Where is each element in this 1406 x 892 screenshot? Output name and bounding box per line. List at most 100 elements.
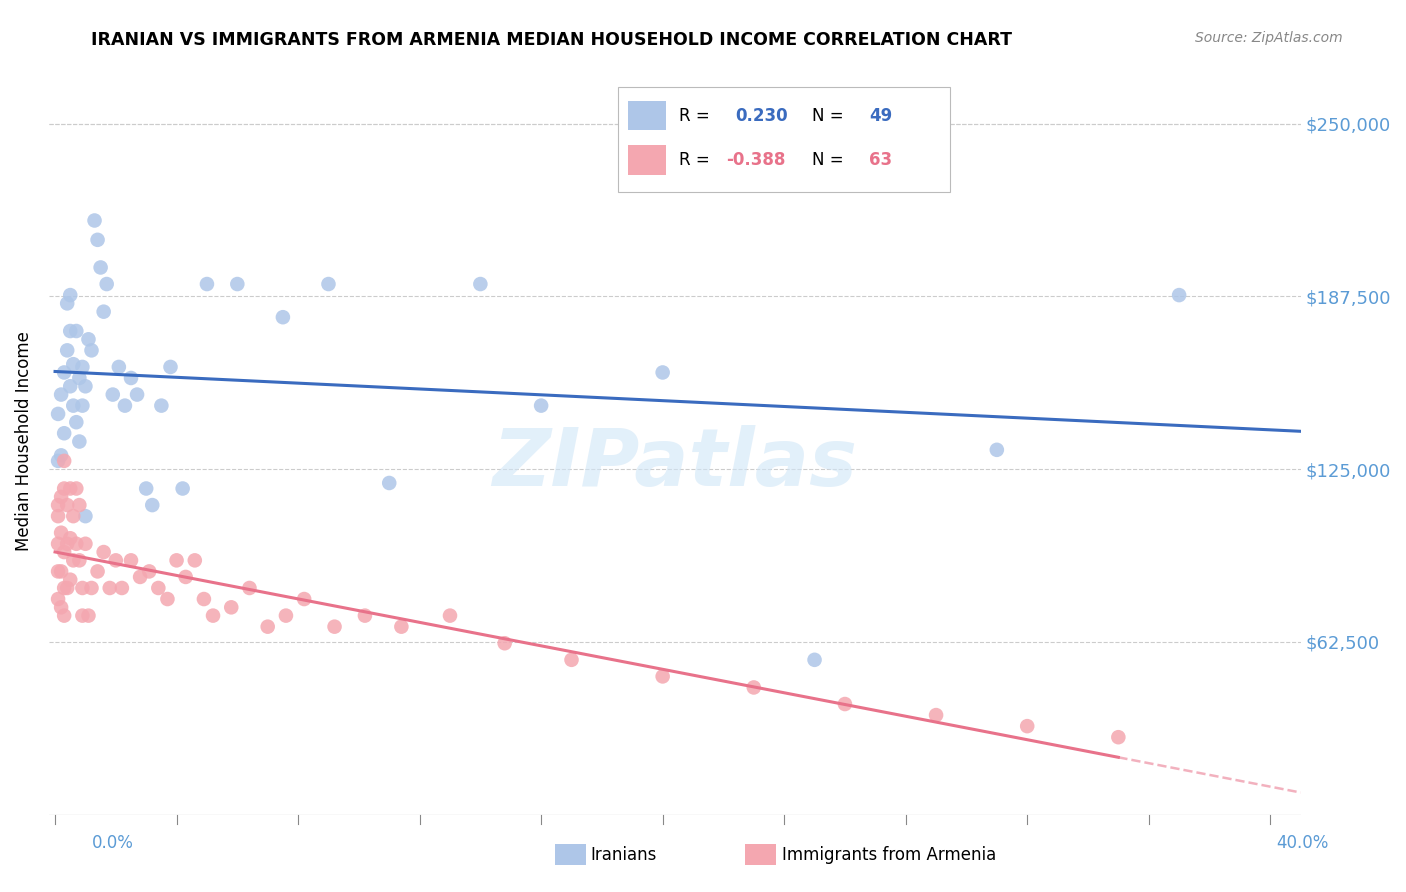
Bar [628, 101, 666, 130]
Point [75, 537, 97, 551]
Point [1168, 288, 1191, 302]
Point [72, 359, 94, 374]
Point [129, 570, 152, 584]
Point [1017, 719, 1039, 733]
Text: -0.388: -0.388 [725, 152, 786, 169]
Point [184, 553, 207, 567]
Point [56, 581, 79, 595]
Text: 63: 63 [869, 152, 891, 169]
Point [59, 482, 82, 496]
Point [62, 553, 84, 567]
Point [62, 509, 84, 524]
Point [53, 608, 76, 623]
Text: IRANIAN VS IMMIGRANTS FROM ARMENIA MEDIAN HOUSEHOLD INCOME CORRELATION CHART: IRANIAN VS IMMIGRANTS FROM ARMENIA MEDIA… [91, 31, 1012, 49]
Point [56, 498, 79, 512]
Point [59, 573, 82, 587]
Point [156, 592, 179, 607]
Text: Iranians: Iranians [591, 846, 657, 863]
Text: Source: ZipAtlas.com: Source: ZipAtlas.com [1195, 31, 1343, 45]
Point [96, 277, 118, 291]
Point [83, 213, 105, 227]
Point [274, 608, 297, 623]
Point [56, 537, 79, 551]
Point [53, 366, 76, 380]
Point [120, 553, 142, 567]
FancyBboxPatch shape [619, 87, 950, 192]
Point [86, 565, 108, 579]
Point [59, 324, 82, 338]
Point [46, 454, 69, 468]
Text: R =: R = [679, 152, 714, 169]
Point [75, 509, 97, 524]
Point [62, 357, 84, 371]
Point [53, 545, 76, 559]
Point [49, 448, 72, 462]
Point [65, 324, 87, 338]
Text: 40.0%: 40.0% [1277, 834, 1329, 852]
Point [141, 498, 163, 512]
Point [651, 366, 673, 380]
Point [226, 277, 249, 291]
Point [65, 415, 87, 429]
Point [111, 581, 134, 595]
Point [125, 387, 148, 401]
Point [354, 608, 377, 623]
Point [439, 608, 461, 623]
Point [389, 620, 412, 634]
Text: 0.0%: 0.0% [91, 834, 134, 852]
Point [46, 565, 69, 579]
Point [174, 570, 197, 584]
Point [46, 537, 69, 551]
Text: R =: R = [679, 106, 714, 125]
Point [98, 581, 121, 595]
Point [59, 288, 82, 302]
Point [75, 379, 97, 393]
Point [46, 498, 69, 512]
Point [93, 545, 115, 559]
Point [120, 371, 142, 385]
Point [77, 608, 100, 623]
Point [46, 509, 69, 524]
Text: ZIPatlas: ZIPatlas [492, 425, 858, 503]
Point [651, 669, 673, 683]
Point [65, 482, 87, 496]
Point [46, 407, 69, 421]
Point [560, 653, 582, 667]
Point [53, 454, 76, 468]
Point [49, 387, 72, 401]
Point [925, 708, 948, 723]
Point [195, 277, 218, 291]
Point [803, 653, 825, 667]
Point [80, 343, 103, 358]
Point [77, 332, 100, 346]
Point [46, 592, 69, 607]
Point [202, 608, 225, 623]
Point [104, 553, 127, 567]
Point [256, 620, 278, 634]
Text: 0.230: 0.230 [735, 106, 787, 125]
Text: 49: 49 [869, 106, 891, 125]
Point [59, 379, 82, 393]
Point [53, 581, 76, 595]
Point [93, 304, 115, 318]
Point [135, 482, 157, 496]
Point [53, 482, 76, 496]
Point [159, 359, 181, 374]
Point [49, 600, 72, 615]
Point [67, 553, 90, 567]
Point [742, 681, 765, 695]
Text: N =: N = [813, 106, 849, 125]
Point [494, 636, 516, 650]
Point [80, 581, 103, 595]
Point [292, 592, 315, 607]
Point [378, 475, 401, 490]
Point [219, 600, 242, 615]
Bar [628, 145, 666, 175]
Point [72, 581, 94, 595]
Point [62, 399, 84, 413]
Point [53, 426, 76, 441]
Point [834, 697, 856, 711]
Point [72, 399, 94, 413]
Point [150, 399, 173, 413]
Point [67, 434, 90, 449]
